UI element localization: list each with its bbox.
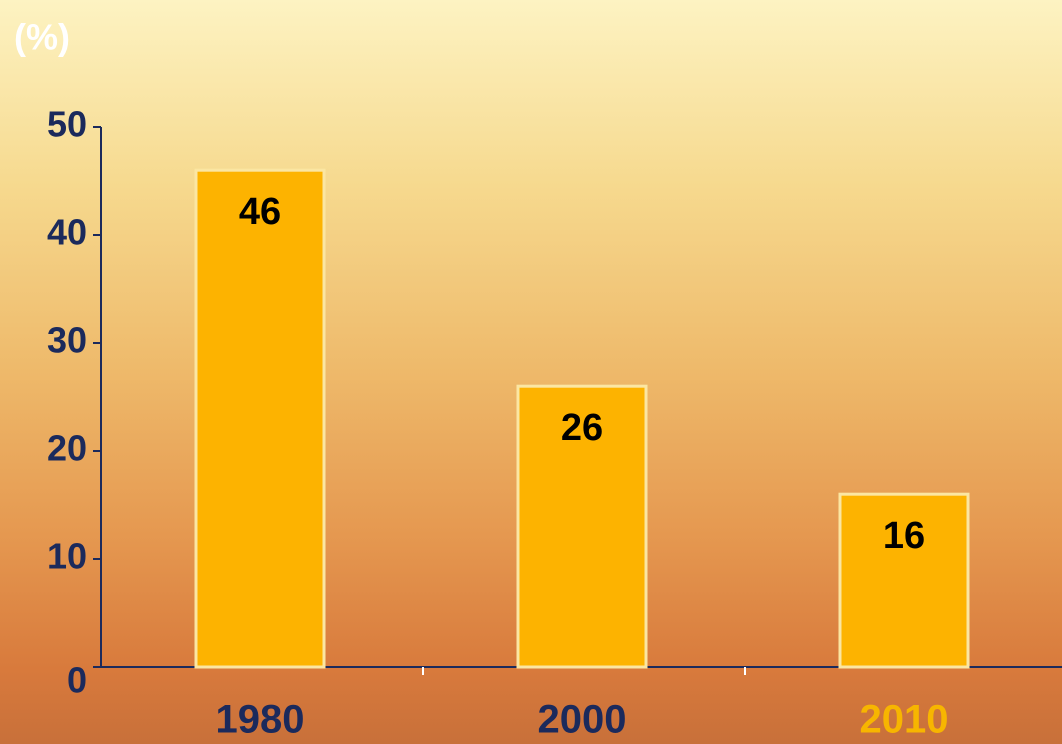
bar <box>194 168 326 669</box>
y-tick-label: 50 <box>47 104 87 145</box>
bar <box>516 384 648 669</box>
value-label: 16 <box>883 515 925 557</box>
value-label: 46 <box>239 191 281 233</box>
x-tick-label: 1980 <box>216 698 305 742</box>
value-label: 26 <box>561 407 603 449</box>
x-tick-label: 2000 <box>538 698 627 742</box>
bar <box>838 492 970 669</box>
y-tick-label: 40 <box>47 212 87 253</box>
y-tick-label: 20 <box>47 428 87 469</box>
y-tick-label: 10 <box>47 536 87 577</box>
x-tick-label: 2010 <box>860 698 949 742</box>
y-axis-label: (%) <box>14 17 70 58</box>
y-tick-label: 0 <box>67 660 87 701</box>
y-tick-label: 30 <box>47 320 87 361</box>
